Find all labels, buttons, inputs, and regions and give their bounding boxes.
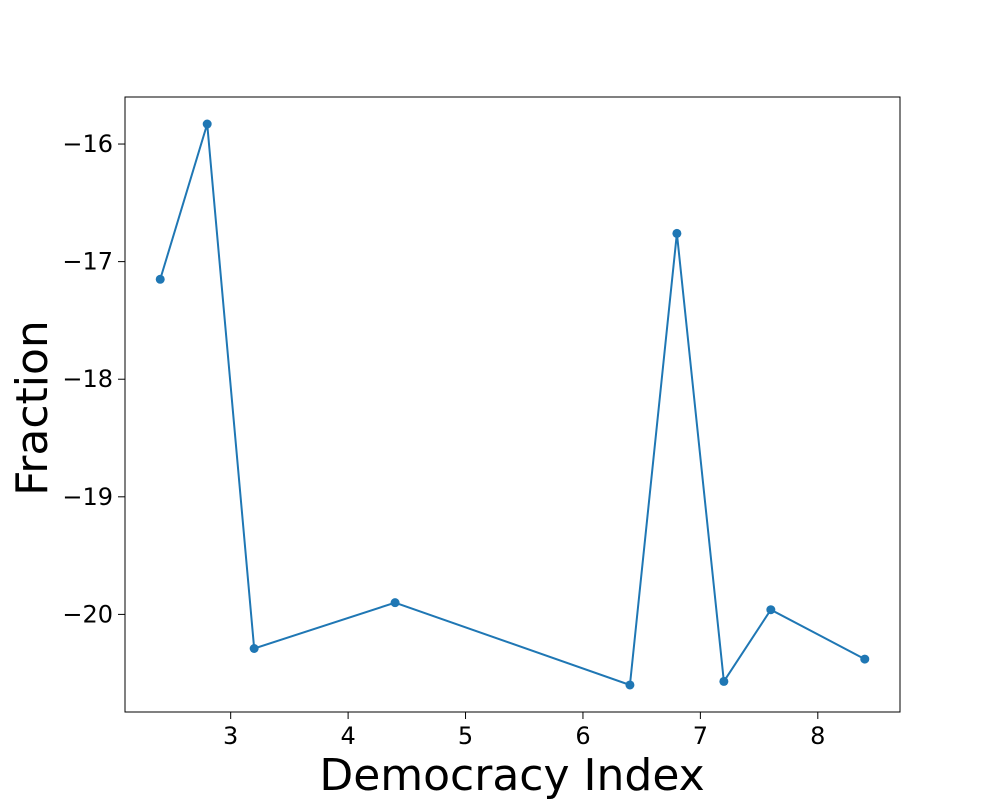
data-point <box>625 680 635 690</box>
x-tick-label: 3 <box>223 722 238 750</box>
data-point <box>155 274 165 284</box>
y-tick-label: −19 <box>62 483 113 511</box>
x-axis-title: Democracy Index <box>319 750 704 800</box>
y-tick-label: −16 <box>62 130 113 158</box>
y-axis-title: Fraction <box>7 320 58 496</box>
x-tick-label: 7 <box>693 722 708 750</box>
x-tick-label: 8 <box>810 722 825 750</box>
y-tick-label: −17 <box>62 248 113 276</box>
data-point <box>249 644 259 654</box>
data-point <box>860 654 870 664</box>
data-point <box>202 119 212 129</box>
data-point <box>719 676 729 686</box>
data-point <box>390 598 400 608</box>
x-tick-label: 4 <box>340 722 355 750</box>
x-axis: 3 4 5 6 7 8 <box>223 712 825 750</box>
data-point <box>766 605 776 615</box>
data-point <box>672 228 682 238</box>
y-tick-label: −20 <box>62 600 113 628</box>
x-tick-label: 6 <box>575 722 590 750</box>
y-tick-label: −18 <box>62 365 113 393</box>
y-axis: −16 −17 −18 −19 −20 <box>62 130 125 628</box>
plot-area <box>124 96 901 713</box>
x-tick-label: 5 <box>458 722 473 750</box>
series-layer <box>155 119 870 690</box>
